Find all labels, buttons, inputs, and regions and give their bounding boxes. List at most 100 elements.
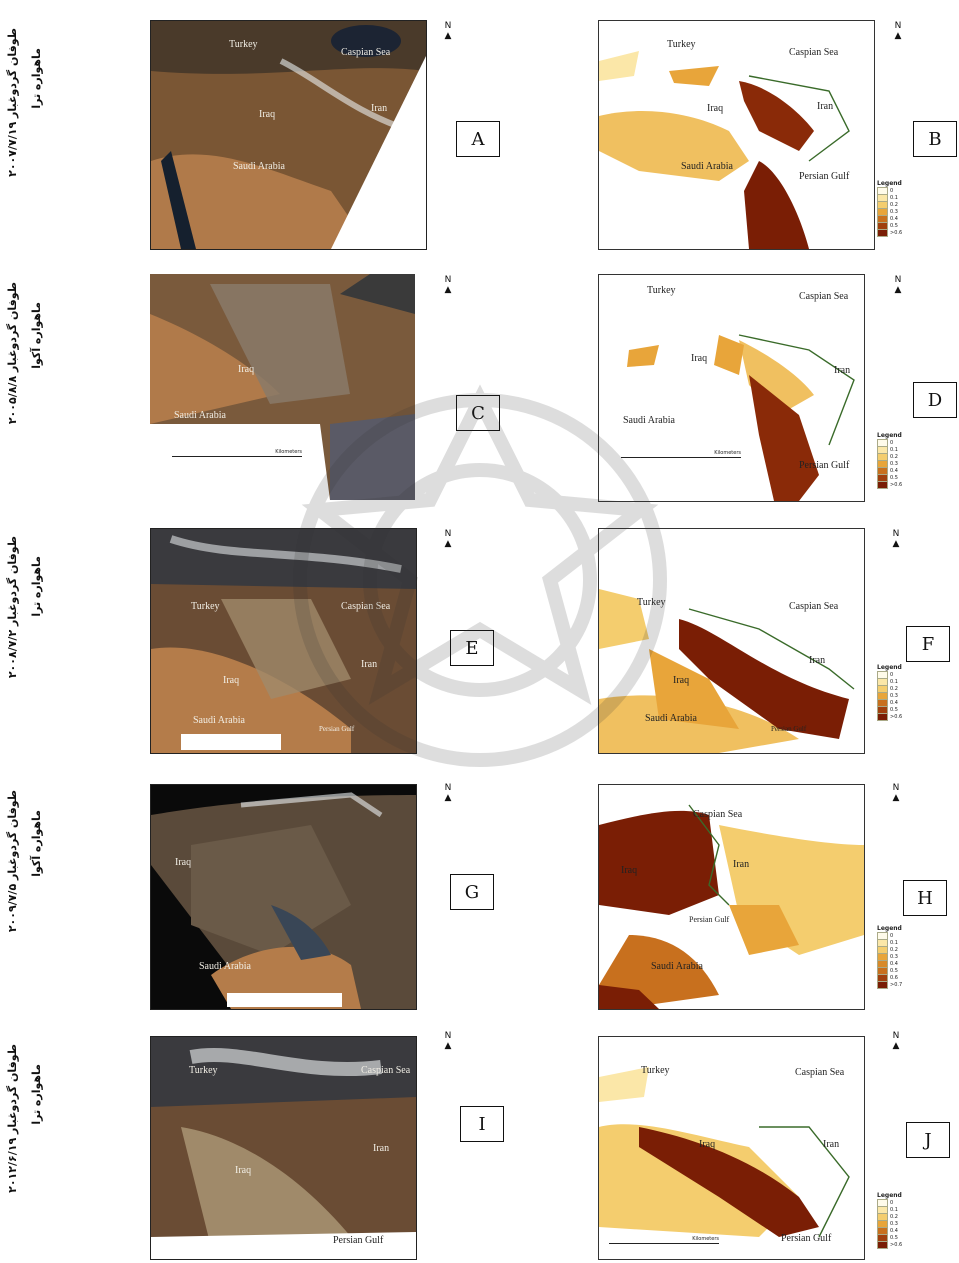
north-arrow: N ▲ bbox=[892, 1031, 900, 1052]
storm-date-label: طوفان گردوغبار ۲۰۱۲/۶/۱۹ bbox=[6, 1044, 19, 1193]
panel-label: J bbox=[906, 1122, 950, 1158]
map-label: Iraq bbox=[238, 364, 255, 375]
map-label: Turkey bbox=[667, 39, 696, 50]
map-label: Iran bbox=[733, 859, 750, 870]
satellite-terrain bbox=[151, 1037, 416, 1259]
map-label: Caspian Sea bbox=[341, 47, 391, 58]
map-label: Iran bbox=[817, 101, 834, 112]
legend: Legend 0 0.1 0.2 0.3 0.4 0.5 0.6 >0.7 bbox=[877, 925, 903, 989]
dust-probability-map: Turkey Caspian Sea Iran Iraq Saudi Arabi… bbox=[598, 528, 865, 754]
north-arrow: N ▲ bbox=[444, 275, 452, 296]
map-label: Caspian Sea bbox=[361, 1065, 411, 1076]
legend-title: Legend bbox=[877, 432, 902, 439]
legend-title: Legend bbox=[877, 180, 902, 187]
scale-bar: Kilometers bbox=[621, 450, 741, 468]
map-label: Iraq bbox=[235, 1165, 252, 1176]
map-label: Turkey bbox=[641, 1065, 670, 1076]
satellite-label: ماهواره ترا bbox=[30, 1064, 43, 1125]
map-label: Iran bbox=[373, 1143, 390, 1154]
north-arrow: N ▲ bbox=[894, 21, 902, 42]
figure-row-4: طوفان گردوغبار ۲۰۰۹/۷/۵ ماهواره آکوا Ira… bbox=[0, 770, 959, 1015]
scale-bar: Kilometers bbox=[609, 1236, 719, 1254]
dust-overlay bbox=[599, 804, 864, 1009]
dust-overlay bbox=[599, 589, 855, 753]
map-label: Iran bbox=[834, 365, 851, 376]
dust-overlay bbox=[599, 1067, 850, 1238]
legend: Legend 0 0.1 0.2 0.3 0.4 0.5 >0.6 bbox=[877, 180, 903, 237]
panel-label: F bbox=[906, 626, 950, 662]
map-label: Persian Gulf bbox=[771, 725, 807, 733]
map-label: Caspian Sea bbox=[693, 809, 743, 820]
map-label: Saudi Arabia bbox=[199, 961, 251, 972]
map-label: Turkey bbox=[647, 285, 676, 296]
map-label: Iraq bbox=[259, 109, 276, 120]
panel-label: D bbox=[913, 382, 957, 418]
satellite-label: ماهواره ترا bbox=[30, 556, 43, 617]
satellite-terrain bbox=[151, 21, 426, 249]
north-arrow: N ▲ bbox=[444, 529, 452, 550]
map-label: Caspian Sea bbox=[795, 1067, 845, 1078]
map-label: Iraq bbox=[175, 857, 192, 868]
north-arrow: N ▲ bbox=[444, 783, 452, 804]
map-label: Saudi Arabia bbox=[645, 713, 697, 724]
legend: Legend 0 0.1 0.2 0.3 0.4 0.5 >0.6 bbox=[877, 1192, 903, 1249]
map-label: Caspian Sea bbox=[799, 291, 849, 302]
map-label: Persian Gulf bbox=[781, 1233, 832, 1244]
storm-date-label: طوفان گردوغبار ۲۰۰۹/۷/۵ bbox=[6, 790, 19, 933]
map-label: Persian Gulf bbox=[689, 915, 730, 924]
legend-title: Legend bbox=[877, 925, 902, 932]
map-label: Persian Gulf bbox=[799, 460, 850, 471]
map-label: Iraq bbox=[699, 1139, 716, 1150]
dust-probability-map: Turkey Caspian Sea Iraq Iran Persian Gul… bbox=[598, 1036, 865, 1260]
satellite-terrain bbox=[151, 529, 416, 753]
map-label: Iraq bbox=[691, 353, 708, 364]
figure-row-1: طوفان گردوغبار ۲۰۰۷/۷/۱۹ ماهواره ترا Tur… bbox=[0, 8, 959, 253]
dust-overlay bbox=[627, 334, 855, 501]
map-label: Iran bbox=[809, 655, 826, 666]
legend-title: Legend bbox=[877, 1192, 902, 1199]
panel-label: H bbox=[903, 880, 947, 916]
legend: Legend 0 0.1 0.2 0.3 0.4 0.5 >0.6 bbox=[877, 664, 903, 721]
map-label: Persian Gulf bbox=[319, 725, 355, 733]
figure-row-3: طوفان گردوغبار ۲۰۰۸/۷/۲ ماهواره ترا Turk… bbox=[0, 516, 959, 761]
map-label: Iraq bbox=[707, 103, 724, 114]
satellite-image: Iraq Saudi Arabia bbox=[150, 784, 417, 1010]
satellite-image: Turkey Caspian Sea Iran Iraq Persian Gul… bbox=[150, 1036, 417, 1260]
map-label: Caspian Sea bbox=[789, 47, 839, 58]
satellite-label: ماهواره ترا bbox=[30, 48, 43, 109]
map-label: Saudi Arabia bbox=[681, 161, 733, 172]
north-arrow: N ▲ bbox=[444, 1031, 452, 1052]
satellite-image: Turkey Caspian Sea Iran Iraq Saudi Arabi… bbox=[150, 528, 417, 754]
north-arrow: N ▲ bbox=[444, 21, 452, 42]
figure-row-5: طوفان گردوغبار ۲۰۱۲/۶/۱۹ ماهواره ترا Tur… bbox=[0, 1024, 959, 1263]
row-caption: طوفان گردوغبار ۲۰۰۷/۷/۱۹ ماهواره ترا bbox=[0, 8, 70, 253]
storm-date-label: طوفان گردوغبار ۲۰۰۵/۸/۸ bbox=[6, 282, 19, 425]
map-label: Turkey bbox=[189, 1065, 218, 1076]
map-label: Turkey bbox=[191, 601, 220, 612]
map-label: Iraq bbox=[621, 865, 638, 876]
map-label: Iran bbox=[361, 659, 378, 670]
panel-label: B bbox=[913, 121, 957, 157]
map-label: Saudi Arabia bbox=[623, 415, 675, 426]
satellite-label: ماهواره آکوا bbox=[30, 810, 43, 877]
row-caption: طوفان گردوغبار ۲۰۱۲/۶/۱۹ ماهواره ترا bbox=[0, 1024, 70, 1263]
panel-label: C bbox=[456, 395, 500, 431]
map-label: Iraq bbox=[673, 675, 690, 686]
north-arrow: N ▲ bbox=[892, 783, 900, 804]
satellite-label: ماهواره آکوا bbox=[30, 302, 43, 369]
map-label: Saudi Arabia bbox=[233, 161, 285, 172]
panel-label: A bbox=[456, 121, 500, 157]
scale-bar: Kilometers bbox=[172, 449, 302, 467]
map-label: Caspian Sea bbox=[789, 601, 839, 612]
figure-row-2: طوفان گردوغبار ۲۰۰۵/۸/۸ ماهواره آکوا Ira… bbox=[0, 262, 959, 507]
storm-date-label: طوفان گردوغبار ۲۰۰۸/۷/۲ bbox=[6, 536, 19, 679]
storm-date-label: طوفان گردوغبار ۲۰۰۷/۷/۱۹ bbox=[6, 28, 19, 177]
map-label: Turkey bbox=[229, 39, 258, 50]
map-label: Iran bbox=[371, 103, 388, 114]
dust-probability-map: Turkey Caspian Sea Iraq Iran Saudi Arabi… bbox=[598, 20, 875, 250]
satellite-terrain bbox=[150, 274, 415, 500]
satellite-image: Iraq Saudi Arabia Kilometers bbox=[150, 274, 415, 500]
map-label: Saudi Arabia bbox=[651, 961, 703, 972]
north-arrow: N ▲ bbox=[892, 529, 900, 550]
map-label: Iran bbox=[823, 1139, 840, 1150]
